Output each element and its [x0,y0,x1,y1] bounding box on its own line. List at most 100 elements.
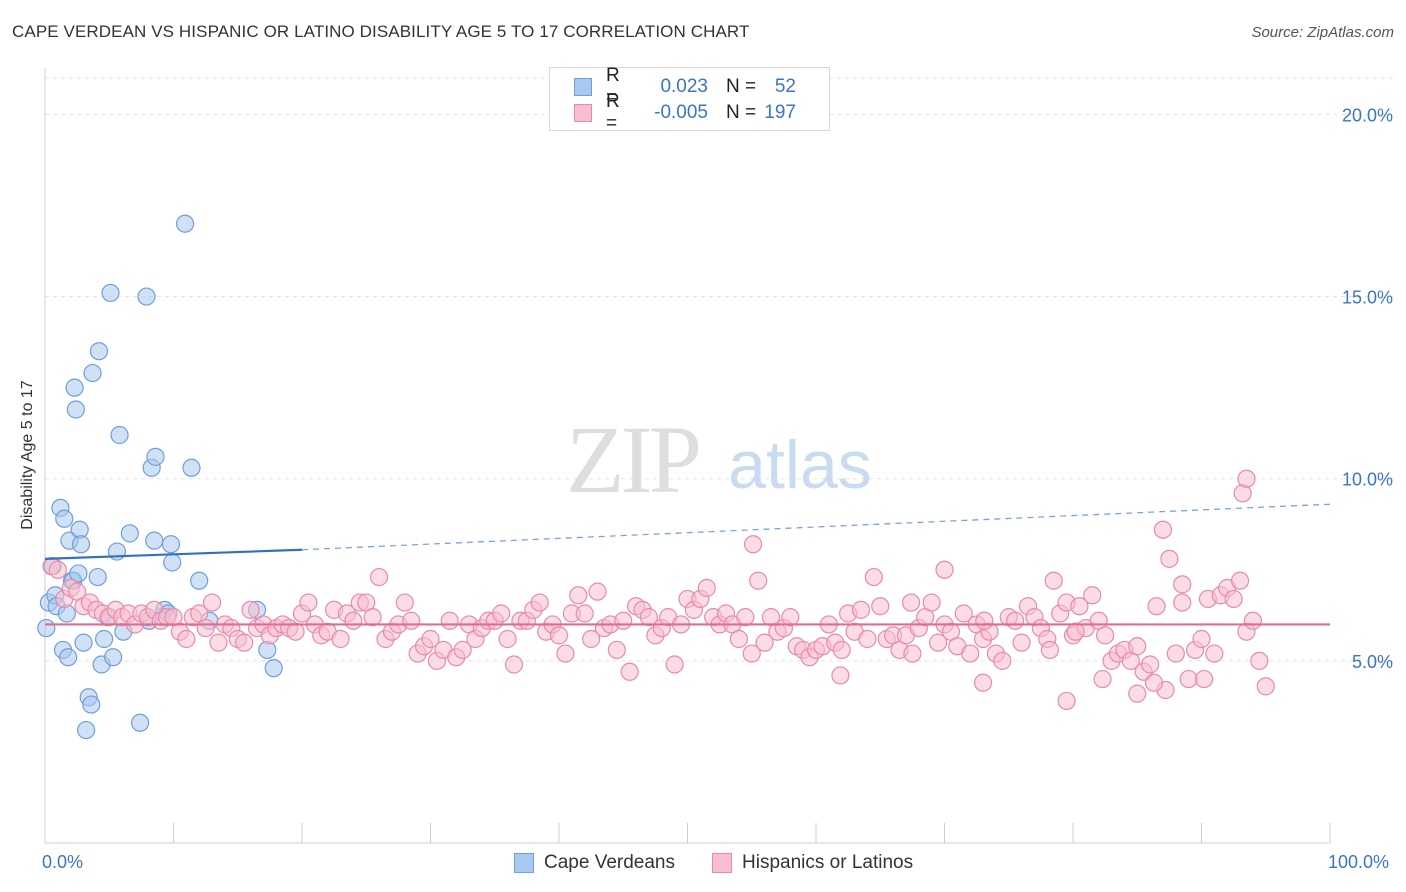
watermark-zip: ZIP [566,406,699,513]
series-cape-verdeans [37,214,283,740]
data-point [120,524,139,543]
data-point [363,608,382,627]
data-point [530,593,549,612]
data-point [1144,673,1164,692]
data-point [1140,655,1160,674]
data-point [781,608,800,627]
legend-row-hispanics: R = -0.005 N = 197 [574,91,796,134]
data-point [901,593,921,612]
data-point [504,655,524,674]
gridlines [45,77,1394,662]
bottom-legend-label: Cape Verdeans [544,852,675,873]
data-point [1128,684,1147,703]
data-point [299,593,318,612]
data-point [177,629,196,649]
bottom-legend-swatch-pink [712,853,732,873]
data-point [1128,637,1147,656]
y-tick-label: 20.0% [1342,105,1393,125]
data-points [37,214,1275,740]
data-point [851,600,871,619]
series-hispanics-or-latinos [42,469,1275,711]
data-point [89,342,109,361]
data-point [88,567,107,587]
data-point [961,644,980,663]
data-point [65,378,84,397]
data-point [755,633,774,652]
data-point [137,287,156,306]
legend-swatch-blue [574,78,592,96]
data-point [1044,571,1063,590]
data-point [331,629,350,649]
data-point [66,400,85,419]
data-point [104,648,123,667]
data-point [163,553,182,572]
data-point [69,564,88,583]
x-tick-label-min: 0.0% [42,852,84,872]
watermark: ZIP atlas [566,406,872,513]
data-point [1230,571,1250,590]
legend-swatch-pink [574,104,592,122]
data-point [831,666,850,685]
data-point [858,629,877,649]
data-point [241,600,260,619]
data-point [736,608,755,627]
y-tick-label: 10.0% [1342,470,1393,490]
data-point [749,571,768,590]
data-point [1224,589,1243,609]
trend-line-cape-verdeans-extrapolated [301,503,1331,551]
data-point [588,582,607,601]
data-point [74,633,93,652]
watermark-atlas: atlas [728,427,872,503]
data-point [556,644,575,663]
data-point [145,531,164,550]
axes [44,68,1331,844]
data-point [954,604,973,623]
data-point [1192,629,1211,649]
data-point [639,608,659,627]
data-point [37,618,56,638]
data-point [743,535,763,554]
y-tick-label: 15.0% [1342,288,1393,308]
data-point [1070,597,1089,616]
data-point [71,535,91,554]
trend-lines [44,503,1331,626]
data-point [264,659,283,678]
data-point [1083,586,1102,605]
chart-title: CAPE VERDEAN VS HISPANIC OR LATINO DISAB… [12,22,750,41]
data-point [935,560,954,579]
data-point [903,644,922,663]
data-point [161,535,181,554]
data-point [395,593,414,612]
data-point [1237,469,1256,488]
legend-row-cape-verdeans: R = 0.023 N = 52 [574,65,796,108]
data-point [973,673,993,692]
legend-r-label: R = [606,65,620,108]
data-point [1256,677,1275,696]
data-point [575,604,594,623]
data-point [440,611,459,630]
data-point [614,611,633,630]
data-point [1205,644,1224,663]
y-axis-label: Disability Age 5 to 17 [19,380,36,530]
data-point [190,571,209,590]
data-point [582,629,601,649]
data-point [1250,651,1269,670]
data-point [1066,622,1085,641]
data-point [607,640,626,660]
bottom-legend-swatch-blue [514,853,534,873]
data-point [421,629,440,649]
data-point [1096,626,1115,645]
data-point [1057,691,1076,711]
data-point [82,695,101,714]
data-point [928,633,948,652]
data-point [697,578,716,598]
data-point [1012,633,1031,652]
legend-n-label: N = [726,76,757,97]
data-point [665,655,684,674]
data-point [922,593,941,612]
data-point [1194,669,1214,689]
bottom-legend-hispanics: Hispanics or Latinos [712,852,913,874]
data-point [344,611,363,630]
x-tick-label-max: 100.0% [1328,852,1390,872]
data-point [182,458,201,477]
